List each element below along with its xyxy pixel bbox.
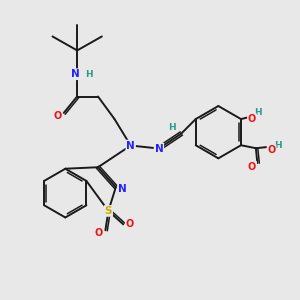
Text: S: S <box>105 206 112 216</box>
Text: H: H <box>85 70 92 79</box>
Text: N: N <box>154 143 163 154</box>
Text: O: O <box>95 228 103 238</box>
Text: O: O <box>126 219 134 229</box>
Text: O: O <box>248 162 256 172</box>
Text: O: O <box>53 111 61 121</box>
Text: N: N <box>126 140 135 151</box>
Text: O: O <box>268 145 276 155</box>
Text: N: N <box>71 69 80 79</box>
Text: H: H <box>254 108 262 117</box>
Text: H: H <box>169 123 176 132</box>
Text: N: N <box>118 184 127 194</box>
Text: O: O <box>248 114 256 124</box>
Text: H: H <box>274 141 282 150</box>
